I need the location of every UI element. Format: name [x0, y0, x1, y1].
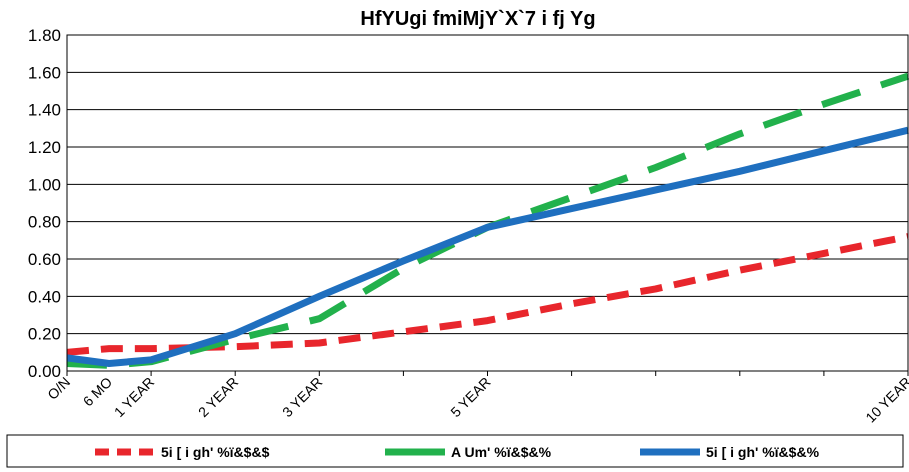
- y-tick-label: 1.60: [28, 63, 61, 82]
- y-tick-label: 0.20: [28, 325, 61, 344]
- y-tick-label: 0.60: [28, 250, 61, 269]
- y-axis-ticks: 0.00 0.20 0.40 0.60 0.80 1.00 1.20 1.40 1.60 1.80: [28, 26, 61, 381]
- chart-title: HfYUgi fmiMjY`X`7 i fj Yg: [360, 8, 595, 30]
- legend-label-2: A Um' %ï&$&%: [451, 444, 552, 460]
- x-tick-label: 6 MO: [80, 374, 116, 410]
- legend: 5i [ i gh' %ï&$&$ A Um' %ï&$&% 5i [ i gh' …: [6, 434, 904, 468]
- y-tick-label: 1.80: [28, 26, 61, 45]
- series-line-3: [66, 126, 909, 367]
- y-tick-label: 1.20: [28, 138, 61, 157]
- y-tick-label: 0.80: [28, 213, 61, 232]
- y-tick-label: 0.00: [28, 362, 61, 381]
- series-lines: [66, 72, 909, 369]
- series-line-1: [66, 233, 909, 356]
- x-tick-label: 10 YEAR: [862, 374, 909, 426]
- legend-label-3: 5i [ i gh' %ï&$&%: [706, 444, 820, 460]
- x-tick-label: 2 YEAR: [195, 374, 241, 420]
- x-tick-label: 3 YEAR: [279, 374, 325, 420]
- y-tick-label: 0.40: [28, 287, 61, 306]
- y-tick-label: 1.00: [28, 175, 61, 194]
- x-tick-label: 5 YEAR: [447, 374, 493, 420]
- legend-label-1: 5i [ i gh' %ï&$&$: [161, 444, 270, 460]
- x-tick-label: 1 YEAR: [111, 374, 157, 420]
- x-axis-ticks: O/N 6 MO1 YEAR 2 YEAR 3 YEAR 5 YEAR 10 YEAR: [44, 371, 909, 426]
- legend-box: [6, 434, 904, 468]
- plot-area: [66, 34, 909, 372]
- y-tick-label: 1.40: [28, 101, 61, 120]
